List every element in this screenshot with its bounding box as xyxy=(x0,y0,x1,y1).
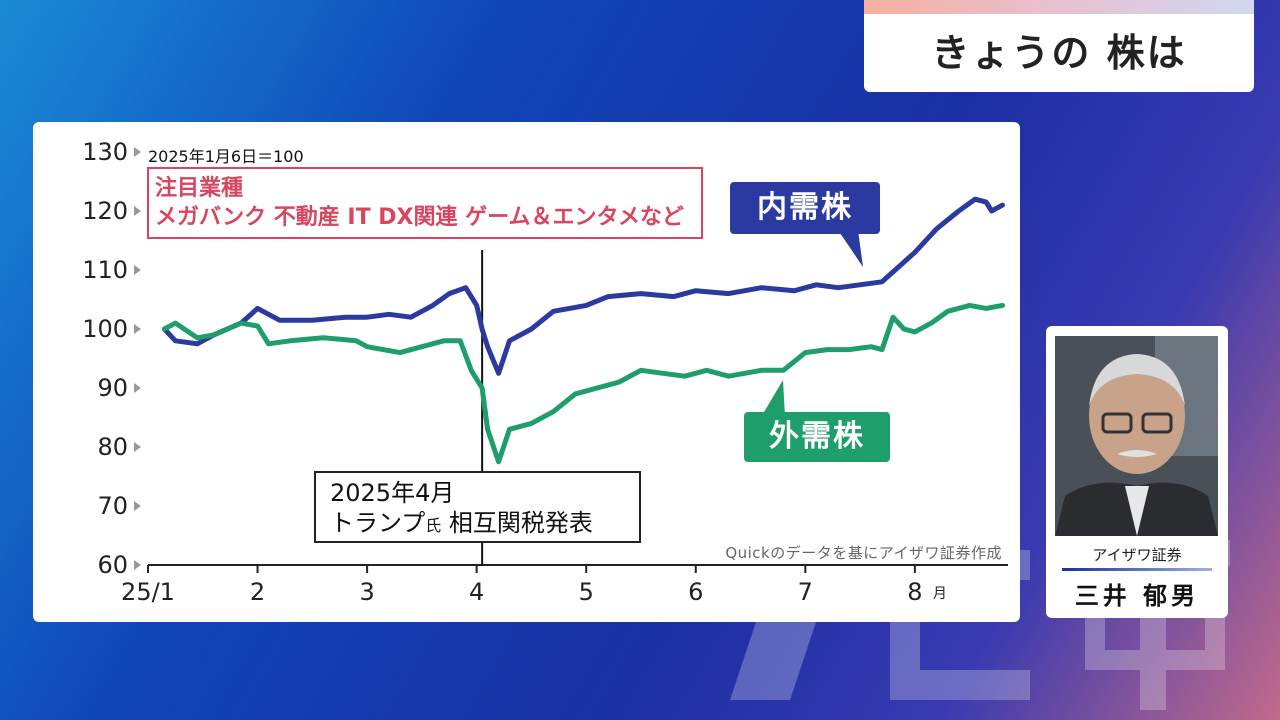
chart-panel: 130 120 110 100 90 80 70 60 25/1 2 3 4 5 6 7 8 月 2025年1月… xyxy=(33,122,1020,622)
x-tick-label: 6 xyxy=(688,578,703,606)
segment-title-box: きょうの 株は xyxy=(864,0,1254,92)
y-tick-label: 110 xyxy=(82,256,128,284)
commentator-firm: アイザワ証券 xyxy=(1092,546,1182,564)
x-tick-label: 4 xyxy=(469,578,484,606)
sector-annotation: 注目業種 メガバンク 不動産 IT DX関連 ゲーム＆エンタメなど xyxy=(147,167,703,239)
external-label-pointer xyxy=(761,380,785,417)
commentator-name: 三井 郁男 xyxy=(1074,582,1200,610)
x-tick-label: 25/1 xyxy=(121,578,175,606)
y-tick-label: 120 xyxy=(82,197,128,225)
y-tick-marker xyxy=(134,147,141,157)
event-annotation: 2025年4月 トランプ氏 相互関税発表 xyxy=(314,471,641,543)
sector-annotation-title: 注目業種 xyxy=(155,176,244,201)
series-line-domestic xyxy=(161,196,1005,376)
event-honorific: 氏 xyxy=(425,516,442,535)
y-tick-marker xyxy=(134,206,141,216)
event-detail: 相互関税発表 xyxy=(441,509,593,537)
y-tick-marker xyxy=(134,560,141,570)
source-note: Quickのデータを基にアイザワ証券作成 xyxy=(725,544,1002,562)
domestic-series-label: 内需株 xyxy=(730,182,880,234)
segment-title: きょうの 株は xyxy=(931,31,1187,75)
event-annotation-date: 2025年4月 xyxy=(330,479,455,507)
y-tick-label: 60 xyxy=(97,551,128,579)
event-name: トランプ xyxy=(330,509,426,537)
series-line-external xyxy=(161,302,1005,465)
y-tick-marker xyxy=(134,383,141,393)
domestic-label-pointer xyxy=(838,230,863,267)
x-tick-label: 7 xyxy=(798,578,813,606)
x-tick-label: 3 xyxy=(359,578,374,606)
name-divider xyxy=(1062,568,1212,571)
external-series-label: 外需株 xyxy=(744,412,890,462)
x-unit-label: 月 xyxy=(933,586,947,602)
y-tick-marker xyxy=(134,324,141,334)
x-tick-label: 8 xyxy=(907,578,922,606)
x-tick-label: 2 xyxy=(250,578,265,606)
y-tick-label: 80 xyxy=(97,433,128,461)
y-tick-marker xyxy=(134,265,141,275)
commentator-photo xyxy=(1055,336,1218,536)
event-annotation-text: トランプ氏 相互関税発表 xyxy=(330,508,639,541)
y-tick-marker xyxy=(134,501,141,511)
title-accent-bar xyxy=(864,0,1254,14)
y-tick-label: 130 xyxy=(82,138,128,166)
base-note: 2025年1月6日＝100 xyxy=(148,147,304,166)
y-tick-label: 70 xyxy=(97,492,128,520)
y-tick-marker xyxy=(134,442,141,452)
y-tick-label: 90 xyxy=(97,374,128,402)
commentator-card: アイザワ証券 三井 郁男 xyxy=(1046,326,1228,618)
y-tick-label: 100 xyxy=(82,315,128,343)
sector-annotation-list: メガバンク 不動産 IT DX関連 ゲーム＆エンタメなど xyxy=(155,205,684,230)
x-tick-label: 5 xyxy=(579,578,594,606)
